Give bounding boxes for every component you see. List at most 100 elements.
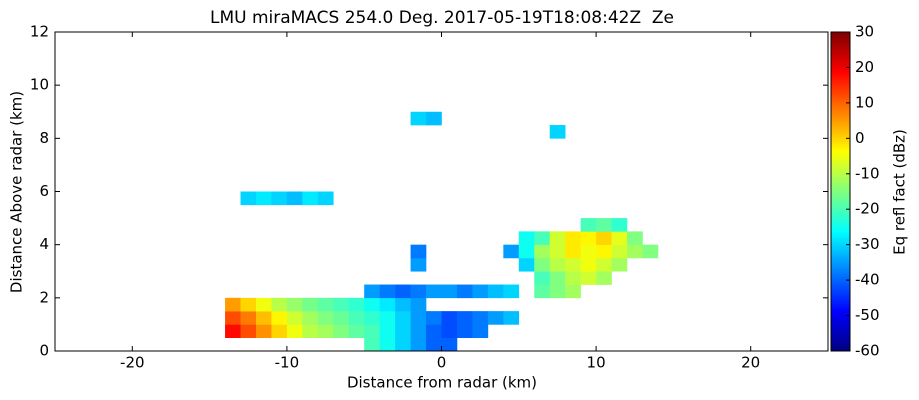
- heatmap-cell: [611, 257, 628, 272]
- colorbar-segment: [831, 134, 850, 138]
- heatmap-cell: [410, 111, 427, 126]
- x-axis-label: Distance from radar (km): [347, 374, 537, 392]
- colorbar-segment: [831, 286, 850, 290]
- colorbar-segment: [831, 161, 850, 165]
- heatmap-cell: [240, 297, 257, 312]
- colorbar-segment: [831, 336, 850, 339]
- heatmap-cell: [642, 244, 659, 259]
- colorbar-segment: [831, 189, 850, 192]
- colorbar-segment: [831, 196, 850, 200]
- heatmap-cell: [456, 284, 473, 299]
- colorbar-segment: [831, 59, 850, 63]
- y-tick-label: 0: [39, 342, 49, 360]
- heatmap-cell: [580, 257, 597, 272]
- heatmap-cell: [611, 218, 628, 232]
- colorbar-segment: [831, 146, 850, 150]
- colorbar-segment: [831, 121, 850, 125]
- colorbar-segment: [831, 129, 850, 133]
- heatmap-cell: [503, 284, 520, 299]
- colorbar-segment: [831, 71, 850, 75]
- heatmap-cell: [549, 284, 566, 299]
- heatmap-cell: [472, 284, 489, 299]
- colorbar-segment: [831, 89, 850, 93]
- heatmap-cell: [395, 297, 411, 312]
- colorbar-segment: [831, 246, 850, 250]
- heatmap-cell: [348, 324, 365, 339]
- colorbar-segment: [831, 248, 850, 252]
- heatmap-cell: [225, 297, 241, 312]
- colorbar-segment: [831, 298, 850, 302]
- colorbar-tick-label: -10: [855, 164, 880, 182]
- heatmap-cell: [503, 311, 520, 325]
- x-tick-label: 0: [437, 354, 447, 372]
- colorbar-segment: [831, 346, 850, 349]
- colorbar-segment: [831, 156, 850, 160]
- heatmap-cell: [549, 231, 566, 245]
- colorbar-segment: [831, 91, 850, 95]
- colorbar-segment: [831, 144, 850, 148]
- colorbar-segment: [831, 119, 850, 123]
- colorbar-segment: [831, 159, 850, 162]
- colorbar-segment: [831, 111, 850, 115]
- colorbar-segment: [831, 34, 850, 38]
- heatmap-cell: [596, 244, 612, 259]
- colorbar-segment: [831, 141, 850, 145]
- x-tick-label: -20: [120, 354, 145, 372]
- colorbar-segment: [831, 39, 850, 43]
- heatmap-cell: [395, 337, 411, 352]
- heatmap-cell: [395, 324, 411, 339]
- heatmap-cell: [410, 257, 427, 272]
- heatmap-cell: [441, 324, 458, 339]
- colorbar-tick-label: -20: [855, 200, 880, 218]
- heatmap-cell: [627, 244, 643, 259]
- heatmap-cell: [596, 218, 612, 232]
- heatmap-cell: [271, 191, 288, 206]
- colorbar-segment: [831, 169, 850, 172]
- heatmap-cell: [286, 191, 303, 206]
- colorbar-segment: [831, 293, 850, 297]
- heatmap-cell: [410, 311, 427, 325]
- colorbar-segment: [831, 124, 850, 128]
- colorbar-segment: [831, 258, 850, 262]
- colorbar-segment: [831, 271, 850, 275]
- heatmap-cell: [410, 244, 427, 259]
- colorbar-tick-label: 0: [855, 129, 865, 147]
- heatmap-cell: [225, 311, 241, 325]
- heatmap-cell: [426, 284, 442, 299]
- heatmap-cell: [565, 271, 581, 285]
- y-tick-label: 4: [39, 235, 49, 253]
- colorbar-segment: [831, 218, 850, 222]
- colorbar-segment: [831, 281, 850, 285]
- heatmap-cell: [255, 297, 272, 312]
- colorbar-segment: [831, 79, 850, 83]
- colorbar-segment: [831, 273, 850, 277]
- colorbar-segment: [831, 46, 850, 50]
- colorbar-segment: [831, 101, 850, 105]
- colorbar-segment: [831, 41, 850, 45]
- colorbar-segment: [831, 253, 850, 257]
- colorbar-segment: [831, 181, 850, 185]
- colorbar-segment: [831, 216, 850, 220]
- chart-title: LMU miraMACS 254.0 Deg. 2017-05-19T18:08…: [210, 8, 674, 28]
- heatmap-cell: [580, 231, 597, 245]
- colorbar-segment: [831, 223, 850, 227]
- heatmap-cell: [565, 284, 581, 299]
- colorbar-segment: [831, 176, 850, 180]
- heatmap-cell: [286, 297, 303, 312]
- heatmap-cell: [302, 324, 319, 339]
- colorbar-segment: [831, 206, 850, 210]
- colorbar-segment: [831, 341, 850, 344]
- colorbar-segment: [831, 106, 850, 110]
- x-tick-label: 20: [741, 354, 760, 372]
- colorbar-segment: [831, 221, 850, 225]
- heatmap-cell: [426, 111, 442, 126]
- colorbar-segment: [831, 306, 850, 310]
- colorbar-tick-label: -30: [855, 235, 880, 253]
- heatmap-cell: [255, 191, 272, 206]
- colorbar-frame: [830, 31, 851, 352]
- colorbar-segment: [831, 66, 850, 70]
- colorbar-tick-label: 30: [855, 23, 874, 41]
- colorbar-segment: [831, 348, 850, 352]
- colorbar-segment: [831, 198, 850, 202]
